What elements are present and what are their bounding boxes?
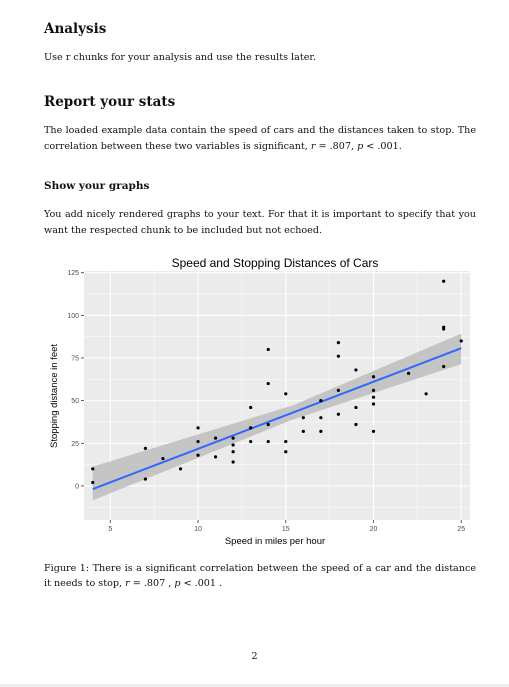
data-point [371,429,376,433]
data-point [266,347,270,352]
scatter-chart: Speed and Stopping Distances of Cars 5 10… [49,256,470,547]
y-tick-label: 0 [75,483,79,490]
y-tick-label: 25 [71,441,79,448]
graphs-heading: Show your graphs [44,180,150,192]
plot-panel [84,271,470,520]
caption-text: Figure 1: There is a significant correla… [44,563,476,589]
figure-caption: Figure 1: There is a significant correla… [44,562,476,591]
data-point [371,388,376,392]
x-tick-label: 25 [457,526,465,533]
data-point [336,341,341,345]
p-symbol: p [357,141,364,152]
data-point [301,416,305,420]
x-axis-label: Speed in miles per hour [225,536,325,547]
data-point [231,460,235,464]
data-point [231,443,235,447]
data-point [161,457,165,461]
graphs-text: You add nicely rendered graphs to your t… [44,209,476,236]
data-point [336,354,341,358]
data-point [143,446,148,450]
data-point [213,455,218,459]
data-point [371,402,376,406]
data-point [213,436,218,440]
chart-title: Speed and Stopping Distances of Cars [172,256,379,270]
analysis-heading: Analysis [44,21,107,37]
data-point [371,395,376,399]
data-point [178,467,183,471]
fit-line [92,347,462,490]
data-point [319,416,323,420]
data-point [319,399,323,403]
r-symbol: r [310,141,316,152]
data-point [91,467,95,471]
data-point [231,450,235,454]
y-tick-label: 125 [67,270,79,277]
data-point [196,439,200,444]
grid-lines [84,271,470,520]
report-heading: Report your stats [44,94,176,110]
x-tick-label: 20 [370,526,378,533]
axis-ticks: 5 10 15 20 25 0 25 50 75 100 125 [67,270,465,533]
confidence-band [92,333,462,501]
data-point [249,439,253,444]
caption-r-symbol: r [125,577,130,589]
p-value: < .001. [363,141,402,152]
analysis-text: Use r chunks for your analysis and use t… [44,52,316,63]
data-point [371,375,376,379]
data-point [284,439,288,444]
data-point [336,412,341,416]
caption-r-value: = .807 , [129,577,175,589]
data-point [319,429,323,433]
data-point [424,392,428,396]
data-point [336,388,341,392]
data-point [354,368,358,372]
page-number: 2 [251,651,258,662]
data-point [91,480,95,485]
data-point [266,439,270,444]
y-tick-label: 75 [71,355,79,362]
data-point [196,426,200,430]
data-point [442,279,446,283]
data-points [91,279,463,485]
x-tick-label: 5 [108,526,112,533]
data-point [266,422,270,427]
data-point [143,477,148,481]
x-tick-label: 15 [282,526,290,533]
report-paragraph: The loaded example data contain the spee… [44,123,476,155]
data-point [354,422,358,427]
y-tick-label: 100 [67,313,79,320]
caption-p-value: < .001 . [180,577,223,589]
data-point [249,405,253,410]
x-tick-label: 10 [194,526,202,533]
data-point [266,381,270,386]
data-point [442,364,446,369]
data-point [231,436,235,440]
data-point [301,429,305,433]
data-point [354,405,358,410]
regression-line [92,347,462,490]
data-point [196,453,200,457]
confidence-band-area [92,333,462,501]
report-text: The loaded example data contain the spee… [44,125,476,152]
data-point [459,339,463,343]
data-point [249,426,253,430]
data-point [284,392,288,396]
data-point [284,450,288,454]
y-axis-label: Stopping distance in feet [49,344,60,448]
data-point [442,325,446,329]
caption-p-symbol: p [174,577,181,589]
y-tick-label: 50 [71,398,79,405]
data-point [406,371,411,375]
r-value: = .807, [315,141,358,152]
page-bottom-divider [0,684,509,687]
